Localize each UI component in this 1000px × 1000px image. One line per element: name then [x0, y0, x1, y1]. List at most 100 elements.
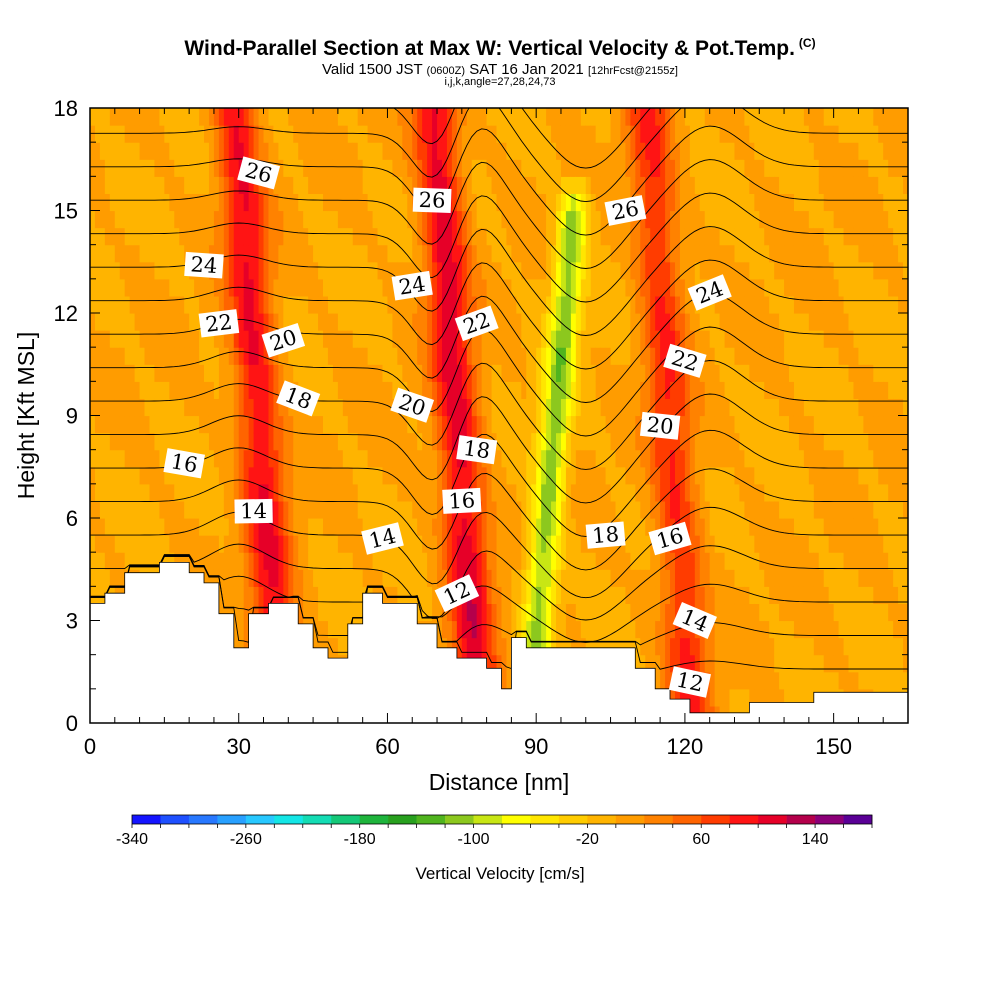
velocity-cell	[521, 535, 527, 553]
velocity-cell	[526, 518, 532, 536]
velocity-cell	[605, 500, 612, 519]
velocity-cell	[764, 637, 770, 656]
velocity-cell	[422, 176, 428, 195]
velocity-cell	[764, 603, 770, 622]
velocity-cell	[714, 535, 721, 553]
velocity-cell	[481, 603, 488, 622]
velocity-cell	[119, 244, 126, 263]
velocity-cell	[476, 210, 483, 229]
velocity-cell	[689, 244, 696, 263]
velocity-cell	[734, 569, 741, 587]
velocity-cell	[437, 125, 443, 143]
velocity-cell	[580, 347, 587, 365]
velocity-cell	[660, 398, 666, 417]
velocity-cell	[734, 620, 741, 639]
velocity-cell	[694, 518, 701, 536]
velocity-cell	[565, 295, 572, 314]
velocity-cell	[233, 552, 240, 570]
velocity-cell	[263, 535, 270, 553]
velocity-cell	[560, 313, 567, 331]
velocity-cell	[109, 210, 116, 229]
velocity-cell	[139, 278, 146, 297]
velocity-cell	[496, 449, 503, 468]
velocity-cell	[630, 295, 636, 314]
velocity-cell	[417, 518, 423, 536]
velocity-cell	[674, 586, 681, 605]
velocity-cell	[590, 193, 597, 212]
velocity-cell	[461, 295, 468, 314]
velocity-cell	[288, 125, 294, 143]
velocity-cell	[709, 330, 716, 348]
velocity-cell	[159, 381, 165, 400]
velocity-cell	[615, 278, 622, 297]
velocity-cell	[104, 278, 111, 297]
velocity-cell	[337, 432, 344, 451]
velocity-cell	[615, 227, 622, 246]
velocity-cell	[759, 193, 765, 212]
velocity-cell	[461, 176, 468, 195]
velocity-cell	[422, 449, 428, 468]
velocity-cell	[99, 330, 106, 348]
velocity-cell	[625, 518, 631, 536]
velocity-cell	[218, 364, 225, 382]
velocity-cell	[347, 483, 354, 502]
velocity-cell	[278, 295, 284, 314]
velocity-cell	[258, 125, 265, 143]
velocity-cell	[719, 449, 726, 468]
velocity-cell	[684, 330, 691, 348]
velocity-cell	[114, 449, 121, 468]
velocity-cell	[248, 261, 255, 280]
velocity-cell	[99, 125, 106, 143]
velocity-cell	[412, 108, 418, 126]
velocity-cell	[362, 381, 369, 400]
velocity-cell	[759, 364, 765, 382]
velocity-cell	[570, 415, 577, 434]
velocity-cell	[258, 603, 265, 622]
velocity-cell	[744, 244, 750, 263]
velocity-cell	[323, 278, 329, 297]
velocity-cell	[774, 381, 780, 400]
velocity-cell	[749, 381, 755, 400]
velocity-cell	[189, 535, 195, 553]
velocity-cell	[164, 466, 170, 485]
velocity-cell	[496, 142, 503, 160]
velocity-cell	[184, 125, 190, 143]
velocity-cell	[650, 244, 656, 263]
velocity-cell	[605, 586, 612, 605]
velocity-cell	[446, 603, 453, 622]
velocity-cell	[600, 244, 607, 263]
velocity-cell	[704, 688, 711, 707]
velocity-cell	[372, 466, 379, 485]
velocity-cell	[313, 125, 319, 143]
velocity-cell	[516, 398, 522, 417]
velocity-cell	[466, 347, 473, 365]
velocity-cell	[466, 193, 473, 212]
velocity-cell	[233, 210, 240, 229]
velocity-cell	[332, 483, 339, 502]
velocity-cell	[119, 227, 126, 246]
velocity-cell	[709, 535, 716, 553]
velocity-cell	[719, 244, 726, 263]
velocity-cell	[318, 295, 324, 314]
velocity-cell	[526, 347, 532, 365]
velocity-cell	[441, 261, 448, 280]
velocity-cell	[724, 535, 731, 553]
velocity-cell	[119, 193, 126, 212]
velocity-cell	[645, 193, 651, 212]
velocity-cell	[759, 125, 765, 143]
velocity-cell	[243, 552, 250, 570]
velocity-cell	[724, 210, 731, 229]
velocity-cell	[699, 193, 706, 212]
velocity-cell	[620, 244, 627, 263]
velocity-cell	[263, 483, 270, 502]
velocity-cell	[352, 398, 359, 417]
velocity-cell	[556, 364, 562, 382]
velocity-cell	[546, 449, 552, 468]
velocity-cell	[660, 654, 666, 673]
velocity-cell	[313, 381, 319, 400]
velocity-cell	[714, 518, 721, 536]
velocity-cell	[739, 569, 745, 587]
velocity-cell	[204, 449, 210, 468]
velocity-cell	[189, 295, 195, 314]
velocity-cell	[347, 193, 354, 212]
